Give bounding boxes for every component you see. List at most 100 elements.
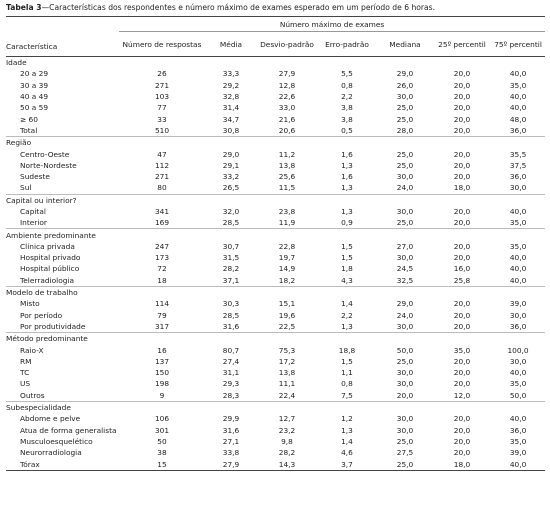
cell: 75,3 [278, 345, 296, 355]
data-row: Hospital público 72 28,2 14,9 1,8 24,5 16,0 40,… [6, 263, 545, 274]
cell: 35,0 [509, 80, 527, 90]
cell: 19,6 [278, 310, 296, 320]
cell: 25,6 [278, 172, 296, 182]
cell: 28,5 [222, 310, 240, 320]
cell: 40,0 [509, 253, 527, 263]
cell: 33,8 [222, 448, 240, 458]
cell: 20,0 [453, 241, 471, 251]
cell: 25,0 [396, 356, 414, 366]
row-label: Por produtividade [20, 321, 86, 331]
cell: 25,8 [453, 275, 471, 285]
cell: 25,0 [396, 103, 414, 113]
cell: 20,0 [453, 253, 471, 263]
cell: 1,4 [341, 436, 353, 446]
cell: 24,5 [396, 264, 414, 274]
cell: 29,9 [222, 414, 240, 424]
cell: 20,0 [453, 436, 471, 446]
cell: 9 [159, 390, 165, 400]
row-label: US [20, 379, 31, 389]
group-row: Ambiente predominante [6, 228, 546, 241]
cell: 50,0 [396, 345, 414, 355]
cell: 247 [154, 241, 170, 251]
cell: 14,9 [278, 264, 296, 274]
cell: 35,0 [509, 436, 527, 446]
cell: 29,0 [396, 299, 414, 309]
cell: 30,0 [396, 368, 414, 378]
cell: 25,0 [396, 160, 414, 170]
group-row: Idade [6, 56, 546, 69]
cell: 20,6 [278, 125, 296, 135]
cell: 173 [154, 253, 170, 263]
row-label: Neurorradiologia [20, 448, 82, 458]
row-label: 30 a 39 [20, 80, 49, 90]
cell: 11,1 [278, 379, 296, 389]
cell: 40,0 [509, 414, 527, 424]
row-label: Atua de forma generalista [20, 425, 117, 435]
cell: 13,8 [278, 160, 296, 170]
cell: 0,8 [341, 80, 353, 90]
cell: 22,6 [278, 92, 296, 102]
cell: 11,5 [278, 183, 296, 193]
cell: 26,5 [222, 183, 240, 193]
cell: 35,5 [509, 149, 527, 159]
cell: 1,1 [341, 368, 353, 378]
cell: 20,0 [453, 218, 471, 228]
cell: 79 [157, 310, 167, 320]
cell: 31,6 [222, 425, 240, 435]
cell: 4,3 [341, 275, 353, 285]
cell: 33 [157, 114, 167, 124]
cell: 40,0 [509, 92, 527, 102]
cell: 31,6 [222, 321, 240, 331]
cell: 48,0 [509, 114, 527, 124]
cell: 20,0 [453, 160, 471, 170]
cell: 22,8 [278, 241, 296, 251]
cell: 20,0 [453, 425, 471, 435]
cell: 29,1 [222, 160, 240, 170]
cell: 301 [154, 425, 170, 435]
row-label: Clínica privada [20, 241, 75, 251]
cell: 30,0 [396, 92, 414, 102]
column-header: 75º percentil [491, 31, 546, 57]
table-head: Característica Número máximo de exames N… [6, 16, 546, 57]
cell: 1,3 [341, 207, 353, 216]
data-row: 30 a 39 271 29,2 12,8 0,8 26,0 20,0 35,0 [6, 80, 545, 91]
cell: 20,0 [453, 207, 471, 216]
row-label: 50 a 59 [20, 103, 49, 113]
cell: 0,5 [341, 125, 353, 135]
cell: 34,7 [222, 114, 240, 124]
table: Característica Número máximo de exames N… [6, 16, 546, 471]
cell: 2,2 [341, 92, 353, 102]
cell: 30,0 [396, 379, 414, 389]
data-row: Norte-Nordeste 112 29,1 13,8 1,3 25,0 20,0 37,5 [6, 160, 545, 171]
cell: 1,2 [341, 414, 353, 424]
cell: 341 [154, 207, 170, 216]
cell: 20,0 [453, 103, 471, 113]
cell: 80 [157, 183, 167, 193]
column-header: Erro-padrão [317, 31, 377, 57]
cell: 36,0 [509, 172, 527, 182]
cell: 1,8 [341, 264, 353, 274]
data-row: Por período 79 28,5 19,6 2,2 24,0 20,0 30,0 [6, 310, 545, 321]
data-row: Atua de forma generalista 301 31,6 23,2 1,3 3… [6, 425, 545, 436]
cell: 20,0 [453, 149, 471, 159]
cell: 30,0 [509, 310, 527, 320]
cell: 1,3 [341, 425, 353, 435]
cell: 25,0 [396, 149, 414, 159]
cell: 30,0 [509, 356, 527, 366]
cell: 33,0 [278, 103, 296, 113]
cell: 16,0 [453, 264, 471, 274]
group-row: Modelo de trabalho [6, 285, 546, 299]
cell: 24,0 [396, 310, 414, 320]
row-label: TC [20, 368, 30, 378]
cell: 28,5 [222, 218, 240, 228]
header-row: Número de respostas Média Desvio-padrão Err… [6, 31, 546, 57]
row-label: Interior [20, 218, 47, 228]
cell: 169 [154, 218, 170, 228]
cell: 30,0 [396, 425, 414, 435]
cell: 40,0 [509, 275, 527, 285]
cell: 27,9 [205, 458, 257, 471]
cell: 30,3 [222, 299, 240, 309]
cell: 26,0 [396, 80, 414, 90]
column-header: 25º percentil [433, 31, 491, 57]
cell: 20,0 [453, 448, 471, 458]
